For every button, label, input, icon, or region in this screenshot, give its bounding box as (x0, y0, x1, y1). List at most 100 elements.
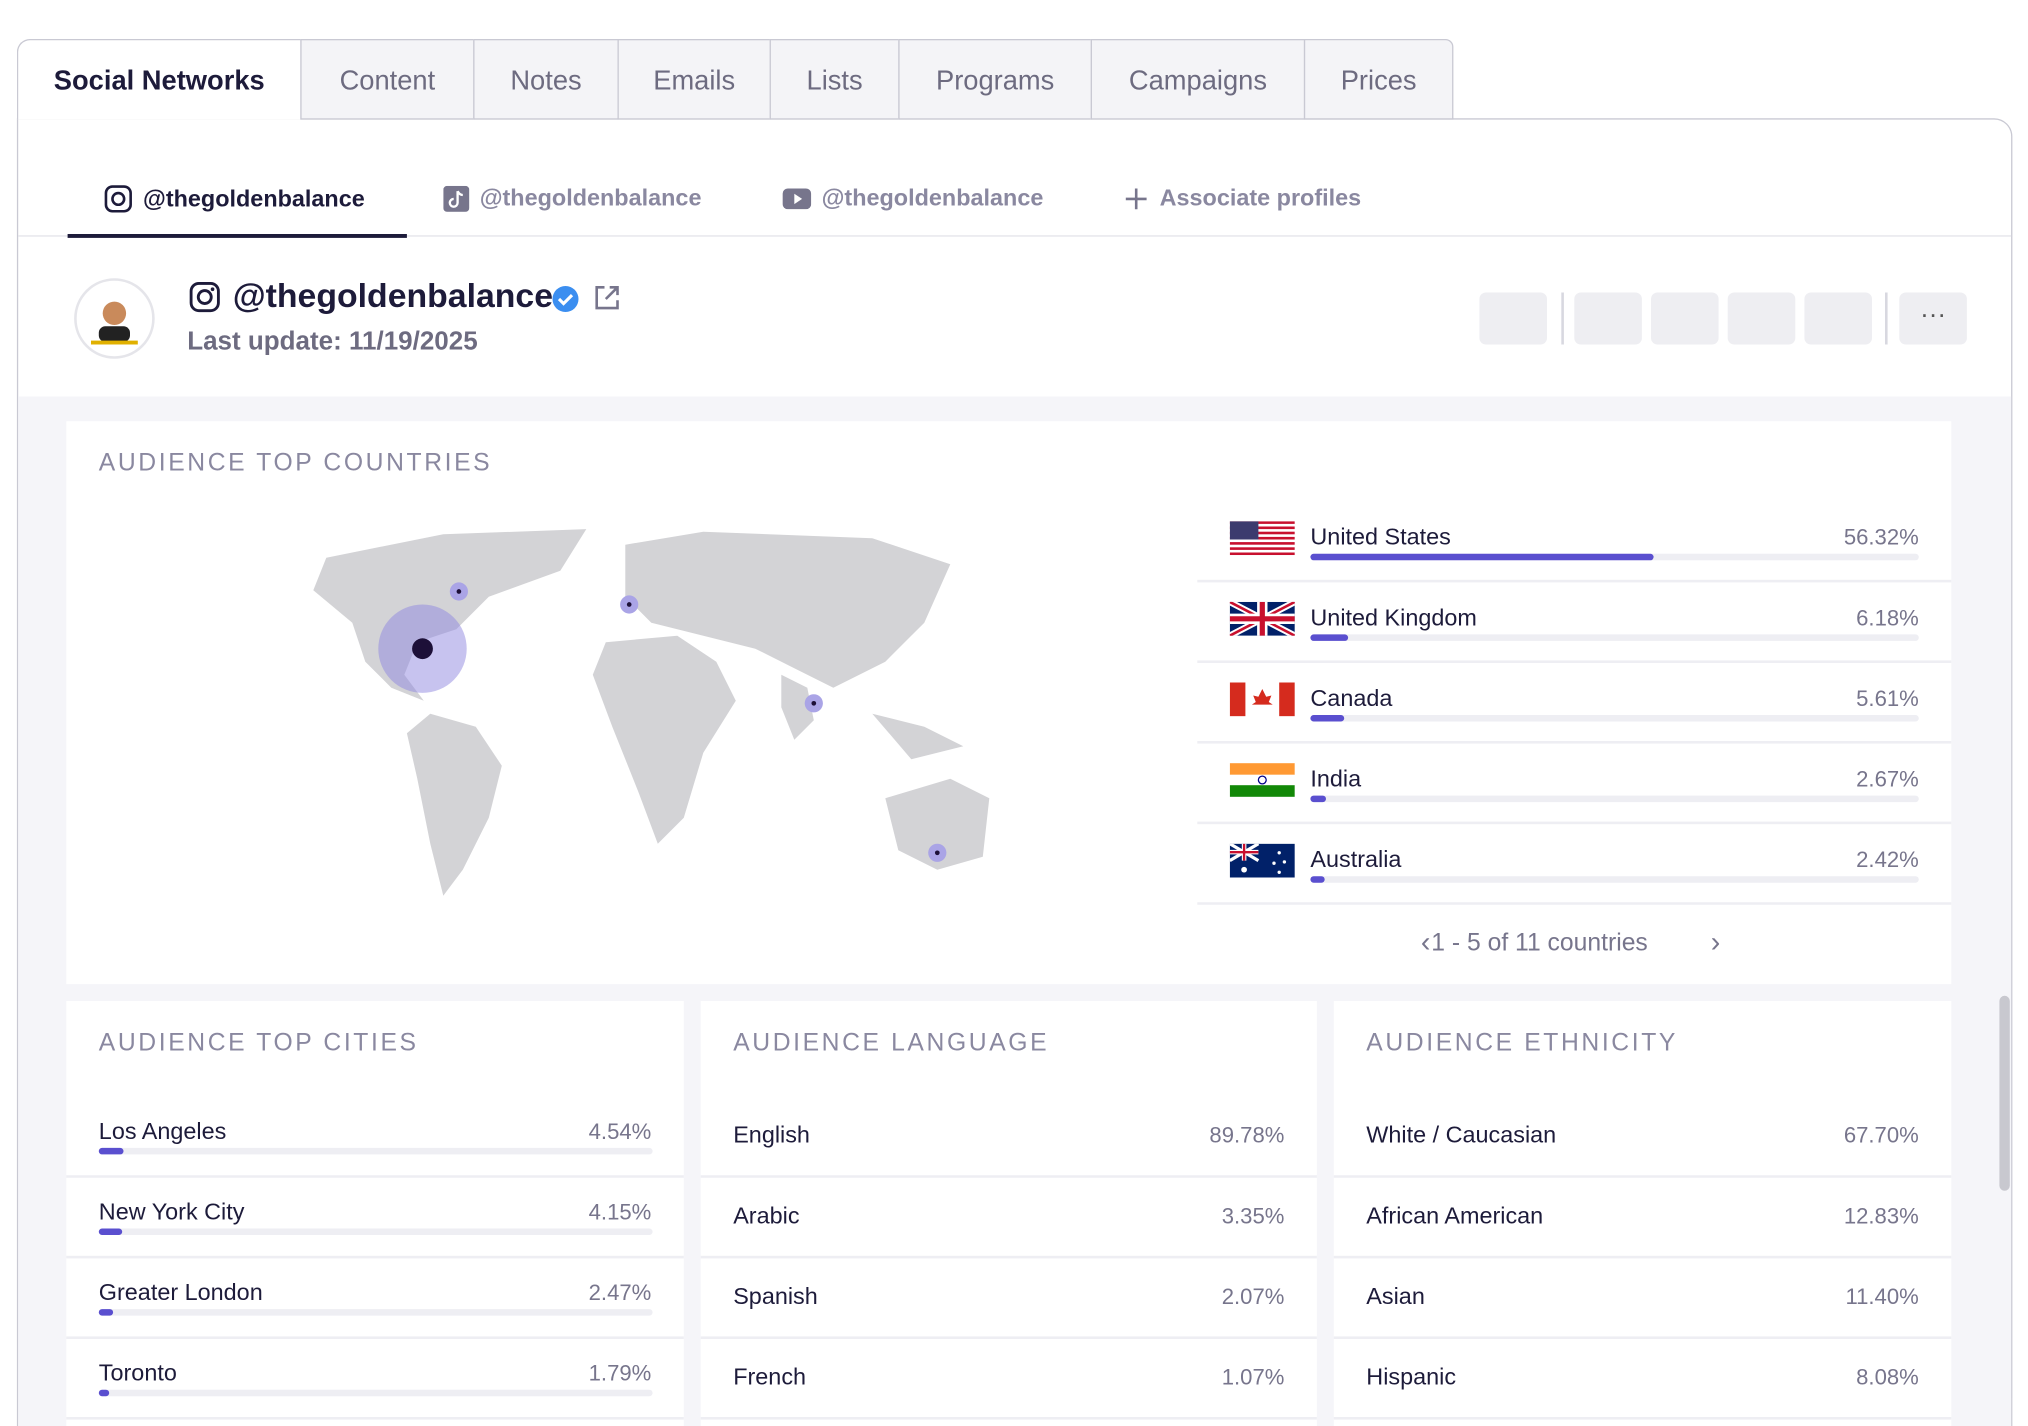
profile-tab[interactable]: @thegoldenbalance (104, 185, 365, 214)
row-name: Hispanic (1366, 1363, 1457, 1390)
tab[interactable]: Prices (1303, 39, 1454, 120)
tab[interactable]: Content (300, 39, 475, 120)
countries-card: AUDIENCE TOP COUNTRIES 1 - 5 of 11 count… (66, 421, 1952, 985)
ethnicity-card: AUDIENCE ETHNICITY White / Caucasian 67.70… (1333, 1000, 1952, 1426)
bar-track (1310, 795, 1919, 803)
row-value: 1.07% (1221, 1365, 1285, 1390)
bar (98, 1228, 122, 1235)
prev-page[interactable]: ‹ (1420, 925, 1431, 959)
bar-track (1310, 553, 1919, 561)
pagination: 1 - 5 of 11 countries (1431, 929, 1648, 957)
row-value: 3.35% (1221, 1203, 1285, 1229)
row-value: 89.78% (1209, 1123, 1285, 1148)
row-name: Greater London (98, 1279, 263, 1306)
country-value: 2.42% (1856, 847, 1919, 873)
tab-icon (1123, 185, 1149, 211)
divider (1561, 292, 1564, 345)
verified-badge (552, 286, 579, 312)
bar (98, 1147, 124, 1155)
card-title: AUDIENCE LANGUAGE (733, 1029, 1050, 1057)
country-value: 5.61% (1856, 686, 1919, 712)
profile-tab[interactable]: Associate profiles (1123, 185, 1361, 212)
row-value: 12.83% (1843, 1203, 1919, 1229)
row: Toronto 1.79% (66, 1339, 684, 1420)
tab[interactable]: Programs (898, 39, 1092, 120)
bar-track (1310, 634, 1919, 641)
card-title: AUDIENCE TOP CITIES (98, 1029, 419, 1057)
print-button[interactable] (1651, 292, 1719, 345)
bar (1310, 715, 1345, 722)
flag (1228, 599, 1297, 639)
bar-track (98, 1309, 653, 1316)
card-title: AUDIENCE ETHNICITY (1366, 1029, 1678, 1057)
row: Hispanic 8.08% (1333, 1339, 1952, 1420)
flag (1229, 763, 1295, 797)
country-row: India 2.67% (1197, 744, 1952, 825)
tab[interactable]: Campaigns (1090, 39, 1306, 120)
row: French 1.07% (700, 1339, 1317, 1420)
language-card: AUDIENCE LANGUAGE English 89.78% Arabic 3.35… (700, 1000, 1317, 1426)
row-value: 4.15% (588, 1199, 652, 1225)
download-button[interactable] (1727, 292, 1796, 345)
tab-icon (104, 185, 133, 214)
row: New York City 4.15% (66, 1178, 684, 1259)
tab-icon (782, 187, 812, 209)
tab[interactable]: Emails (617, 39, 771, 120)
row-name: French (733, 1363, 807, 1390)
profile-tab-divider (18, 235, 2012, 237)
share-button[interactable] (1574, 292, 1642, 345)
row: English 89.78% (700, 1097, 1317, 1178)
country-row: United Kingdom 6.18% (1197, 582, 1952, 663)
row-value: 2.07% (1221, 1284, 1285, 1310)
tab[interactable]: Social Networks (16, 39, 302, 120)
country-row: Australia 2.42% (1197, 824, 1952, 905)
row-name: Toronto (98, 1359, 177, 1386)
tab[interactable]: Lists (769, 39, 900, 120)
tab-label: @thegoldenbalance (821, 184, 1044, 211)
country-value: 2.67% (1856, 767, 1919, 792)
last-update: Last update: 11/19/2025 (187, 327, 478, 357)
profile-tab[interactable]: @thegoldenbalance (443, 185, 701, 212)
row: Greater London 2.47% (66, 1258, 684, 1339)
bar-track (98, 1147, 653, 1155)
row-name: Spanish (733, 1283, 818, 1310)
country-value: 56.32% (1843, 525, 1919, 550)
flag (1228, 842, 1295, 878)
external-link[interactable] (593, 283, 622, 312)
bar (1310, 795, 1327, 803)
profile-tab[interactable]: @thegoldenbalance (782, 184, 1044, 212)
row-value: 11.40% (1845, 1284, 1919, 1310)
row-value: 2.47% (588, 1280, 652, 1306)
country-row: Canada 5.61% (1197, 663, 1952, 744)
next-page[interactable]: › (1710, 925, 1721, 959)
row: White / Caucasian 67.70% (1333, 1097, 1952, 1178)
tab-icon (443, 185, 470, 212)
active-underline (67, 233, 407, 238)
card-title: AUDIENCE TOP COUNTRIES (98, 449, 493, 478)
avatar (74, 278, 155, 359)
country-name: Canada (1310, 685, 1393, 712)
tab-label: Associate profiles (1159, 184, 1362, 211)
country-value: 6.18% (1856, 605, 1919, 631)
row-value: 8.08% (1856, 1365, 1919, 1390)
refresh-button[interactable] (1479, 292, 1547, 345)
add-button[interactable] (1804, 292, 1872, 345)
bar (1310, 876, 1326, 883)
tab-label: @thegoldenbalance (143, 185, 365, 212)
bar-track (98, 1389, 653, 1397)
country-name: United Kingdom (1310, 604, 1477, 631)
bar (98, 1389, 109, 1397)
tab[interactable]: Notes (473, 39, 619, 120)
country-name: India (1310, 765, 1362, 792)
flag (1229, 682, 1295, 717)
flag (1229, 521, 1295, 556)
bar (1310, 553, 1654, 561)
more-button[interactable]: ··· (1899, 292, 1967, 345)
row: Los Angeles 4.54% (66, 1097, 684, 1178)
row-name: Los Angeles (98, 1118, 227, 1144)
row: Asian 11.40% (1333, 1258, 1952, 1339)
tab-label: @thegoldenbalance (479, 184, 702, 211)
